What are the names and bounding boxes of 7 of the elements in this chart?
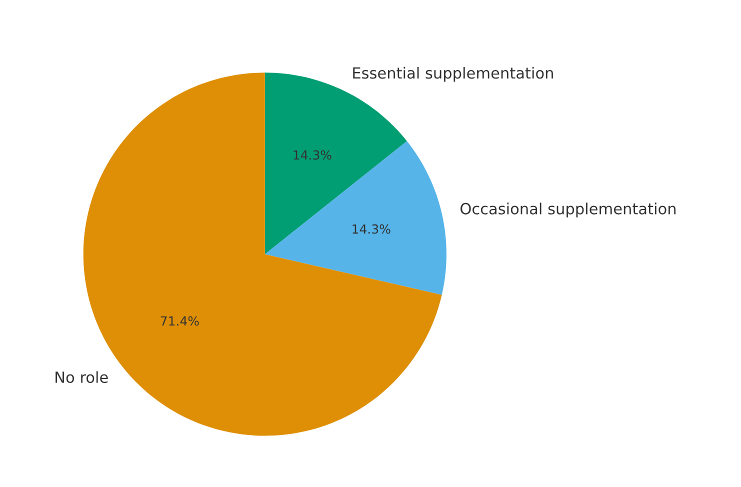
slice-label: No role bbox=[56, 371, 108, 384]
data-label: 14.3% bbox=[352, 224, 390, 234]
pie-slice bbox=[264, 141, 446, 295]
slice-label: Occasional supplementation bbox=[460, 202, 676, 218]
data-label: 71.4% bbox=[160, 316, 199, 326]
slice-label: Essential supplementation bbox=[353, 66, 553, 82]
data-label: 14.3% bbox=[294, 150, 332, 160]
